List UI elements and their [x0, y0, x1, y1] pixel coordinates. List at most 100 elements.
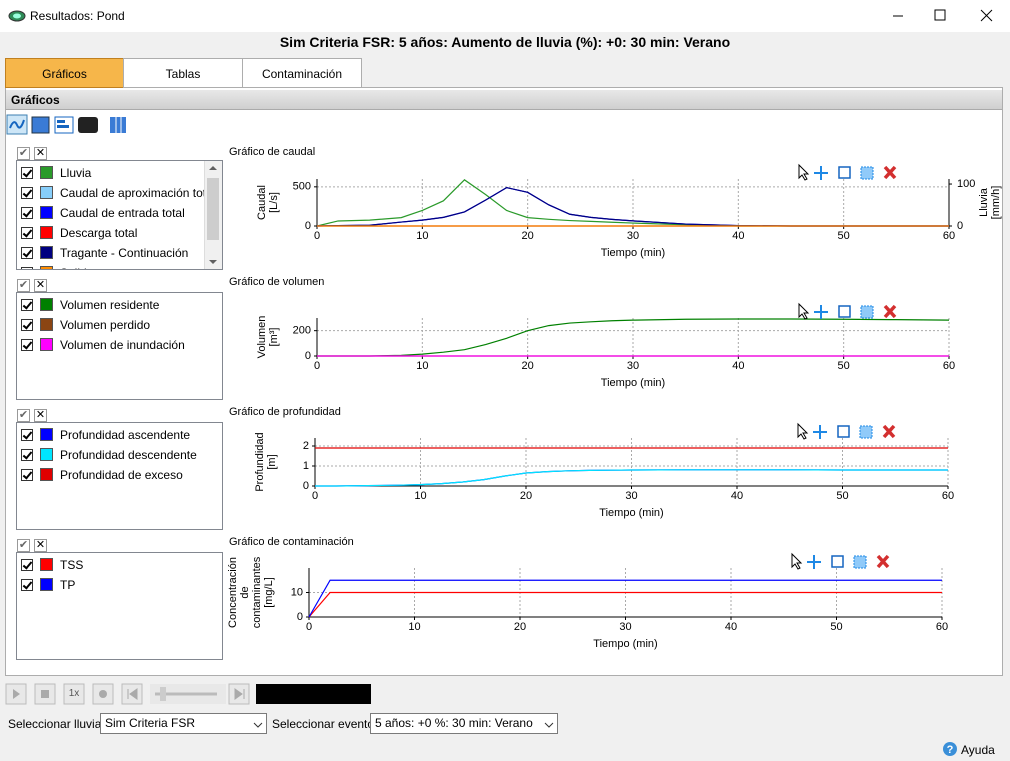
y-tick-label: 0 [303, 480, 309, 492]
scroll-up [209, 166, 217, 170]
legend-swatch [40, 186, 53, 199]
legend-checkbox[interactable] [21, 167, 33, 179]
legend-item[interactable]: Volumen residente [17, 296, 207, 316]
legend-item[interactable]: Caudal de entrada total [17, 204, 207, 224]
playback-controls[interactable] [5, 683, 375, 705]
legend-checkbox[interactable] [21, 207, 33, 219]
legend-list: Lluvia Caudal de aproximación total Caudal… [16, 160, 223, 270]
legend-item[interactable]: Descarga total [17, 224, 207, 244]
check-all-button[interactable]: ✔ [17, 147, 30, 160]
x-axis-label: Tiempo (min) [593, 638, 657, 650]
legend-label: Volumen de inundación [60, 338, 185, 352]
legend-checkbox[interactable] [21, 299, 33, 311]
legend-item[interactable]: Profundidad ascendente [17, 426, 207, 446]
rain-select[interactable]: Sim Criteria FSR [100, 713, 267, 734]
check-all-button[interactable]: ✔ [17, 279, 30, 292]
legend-checkbox[interactable] [21, 187, 33, 199]
legend-item[interactable]: Salida [17, 264, 207, 269]
legend-item[interactable]: Volumen de inundación [17, 336, 207, 356]
series-line [308, 591, 942, 618]
legend-item[interactable]: Caudal de aproximación total [17, 184, 215, 204]
title-bar [0, 0, 1010, 32]
chart-toolbar[interactable] [798, 302, 897, 320]
legend-list: TSS TP [16, 552, 223, 660]
legend-label: Lluvia [60, 166, 92, 180]
x-tick-label: 0 [314, 230, 320, 242]
pan-tool [807, 555, 821, 569]
y2-tick-label: 0 [957, 220, 963, 232]
x-tick-label: 40 [725, 621, 737, 633]
uncheck-all-button[interactable]: ✕ [34, 409, 47, 422]
tab[interactable]: Tablas [123, 58, 243, 88]
dropdown-arrows [253, 722, 554, 728]
zoom-tool [838, 166, 851, 179]
legend-checkbox[interactable] [21, 267, 33, 269]
uncheck-all-button[interactable]: ✕ [34, 279, 47, 292]
legend-checkbox[interactable] [21, 469, 33, 481]
x-tick-label: 60 [936, 621, 948, 633]
y-tick-label: 0 [305, 350, 311, 362]
svg-text:?: ? [947, 744, 954, 756]
legend-checkbox[interactable] [21, 579, 33, 591]
legend-list: Profundidad ascendente Profundidad descen… [16, 422, 223, 530]
window-controls[interactable] [880, 0, 1010, 32]
pointer-tool [791, 552, 803, 570]
check-all-button[interactable]: ✔ [17, 539, 30, 552]
y-tick-label: 200 [293, 325, 311, 337]
chart-title: Gráfico de caudal [229, 146, 315, 158]
legend-checkbox[interactable] [21, 339, 33, 351]
legend-label: Caudal de entrada total [60, 206, 185, 220]
scrollbar[interactable] [204, 161, 222, 269]
legend-checkbox[interactable] [21, 429, 33, 441]
chart-toolbar[interactable] [798, 163, 897, 181]
section-header: Gráficos [6, 90, 1002, 110]
legend-checkbox[interactable] [21, 449, 33, 461]
help-link[interactable]: Ayuda [961, 743, 995, 757]
fit-tool [860, 305, 874, 319]
legend-checkbox[interactable] [21, 247, 33, 259]
legend-swatch [40, 578, 53, 591]
legend-list: Volumen residente Volumen perdido Volumen … [16, 292, 223, 400]
legend-item[interactable]: TP [17, 576, 207, 596]
legend-item[interactable]: Profundidad de exceso [17, 466, 207, 486]
legend-label: Volumen perdido [60, 318, 151, 332]
chart-toolbar[interactable] [791, 552, 890, 570]
event-select[interactable]: 5 años: +0 %: 30 min: Verano [370, 713, 558, 734]
speed-label[interactable]: 1x [68, 688, 80, 699]
x-tick-label: 20 [520, 490, 532, 502]
check-all-button[interactable]: ✔ [17, 409, 30, 422]
app-icon [8, 10, 26, 22]
help-icon[interactable]: ? [942, 741, 958, 757]
chart-toolbar[interactable] [797, 422, 896, 440]
y2-tick-label: 100 [957, 178, 975, 190]
legend-label: TSS [60, 558, 84, 572]
tab[interactable]: Contaminación [242, 58, 362, 88]
uncheck-all-button[interactable]: ✕ [34, 539, 47, 552]
uncheck-all-button[interactable]: ✕ [34, 147, 47, 160]
window-title: Resultados: Pond [30, 9, 125, 23]
tab-active[interactable]: Gráficos [5, 58, 124, 88]
legend-checkbox[interactable] [21, 559, 33, 571]
y2-axis-label: Lluvia [978, 187, 990, 217]
y-tick-label: 0 [297, 611, 303, 623]
x-tick-label: 30 [627, 230, 639, 242]
view-toolbar[interactable] [6, 114, 136, 136]
y-axis-label: Caudal [256, 185, 268, 220]
y-axis-label: contaminantes [251, 556, 263, 628]
x-tick-label: 10 [408, 621, 420, 633]
legend-item[interactable]: Tragante - Continuación [17, 244, 207, 264]
zoom-tool [838, 305, 851, 318]
legend-item[interactable]: Profundidad descendente [17, 446, 207, 466]
y-axis-label: Concentración [227, 557, 239, 628]
pointer-tool [798, 302, 810, 320]
legend-checkbox[interactable] [21, 227, 33, 239]
legend-swatch [40, 166, 53, 179]
legend-checkbox[interactable] [21, 319, 33, 331]
legend-item[interactable]: TSS [17, 556, 207, 576]
legend-item[interactable]: Lluvia [17, 164, 207, 184]
legend-label: Profundidad ascendente [60, 428, 191, 442]
legend-swatch [40, 206, 53, 219]
legend-item[interactable]: Volumen perdido [17, 316, 207, 336]
fit-tool [853, 555, 867, 569]
rain-label: Seleccionar lluvia: [8, 717, 105, 731]
